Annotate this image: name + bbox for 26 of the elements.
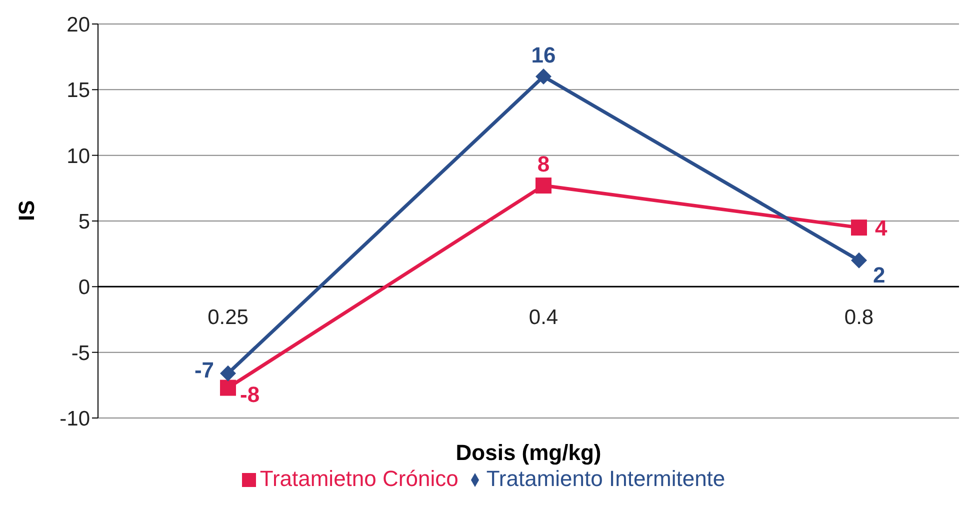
data-label: 8 (537, 152, 550, 177)
y-tick-label: 0 (78, 276, 90, 300)
data-label: 2 (873, 262, 886, 288)
x-tick-label: 0.25 (208, 306, 248, 329)
y-tick-label: 10 (66, 144, 90, 168)
y-tick-label: 15 (66, 79, 90, 102)
x-axis-title: Dosis (mg/kg) (456, 440, 602, 465)
point (851, 220, 867, 236)
point (536, 178, 552, 194)
x-tick-label: 0.4 (528, 306, 558, 329)
point (851, 252, 867, 268)
data-label: -8 (240, 382, 260, 407)
y-tick-label: -5 (71, 342, 90, 365)
legend-label: Tratamietno Crónico (260, 466, 458, 491)
legend-label: Tratamiento Intermitente (486, 466, 726, 491)
y-tick-label: 5 (78, 210, 90, 234)
y-tick-label: -10 (60, 407, 90, 430)
y-axis-title: IS (14, 200, 39, 221)
y-tick-label: 20 (66, 13, 90, 36)
point (536, 68, 552, 85)
point (220, 365, 236, 382)
data-label: 4 (875, 216, 888, 241)
data-label: 16 (531, 42, 556, 68)
data-label: -7 (194, 357, 214, 382)
point (220, 380, 236, 396)
x-tick-label: 0.8 (844, 306, 874, 329)
